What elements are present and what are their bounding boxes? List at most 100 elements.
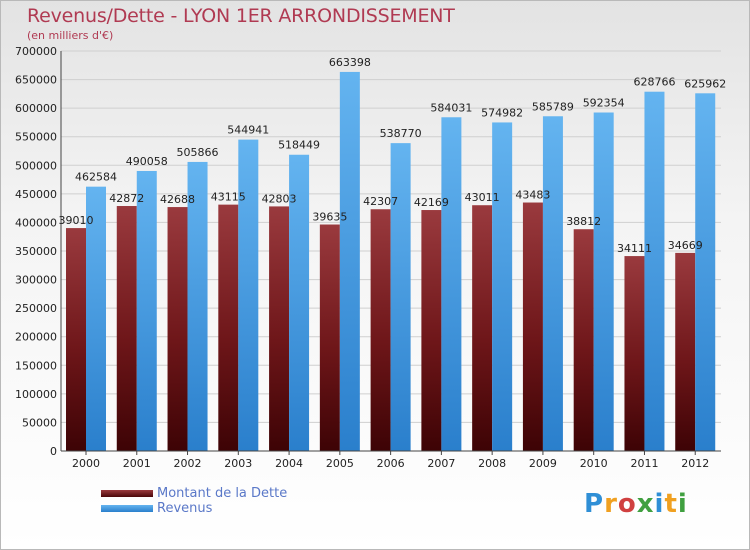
y-tick-label: 250000: [15, 302, 57, 315]
logo-letter: o: [617, 489, 637, 519]
bar-revenue-2003: [238, 139, 259, 451]
data-label-debt: 42872: [109, 192, 144, 205]
data-label-debt: 34111: [617, 242, 652, 255]
data-label-debt: 42803: [262, 192, 297, 205]
y-tick-label: 450000: [15, 188, 57, 201]
y-tick-label: 700000: [15, 45, 57, 58]
bar-debt-2001: [116, 206, 137, 451]
bar-debt-2008: [472, 205, 493, 451]
bar-debt-2010: [573, 229, 594, 451]
logo-letter: r: [604, 489, 618, 519]
y-tick-label: 100000: [15, 388, 57, 401]
logo-letter: P: [584, 489, 605, 519]
y-tick-label: 300000: [15, 274, 57, 287]
x-tick-label: 2006: [377, 457, 405, 470]
data-labels: 39010 462584 42872 490058 42688 505866 43115 54…: [59, 56, 727, 255]
logo-letter: i: [654, 489, 665, 519]
bar-debt-2009: [522, 202, 543, 451]
data-label-debt: 42169: [414, 196, 449, 209]
logo-letter: t: [664, 489, 678, 519]
y-tick-label: 600000: [15, 102, 57, 115]
data-label-debt: 42307: [363, 195, 398, 208]
x-tick-label: 2012: [681, 457, 709, 470]
bar-debt-2000: [66, 228, 86, 451]
data-label-debt: 39010: [59, 214, 94, 227]
y-tick-label: 0: [50, 445, 57, 458]
bar-revenue-2010: [593, 112, 614, 452]
bar-revenue-2012: [695, 93, 716, 451]
y-tick-label: 650000: [15, 74, 57, 87]
bar-debt-2006: [370, 209, 391, 451]
data-label-revenue: 505866: [177, 146, 219, 159]
bar-debt-2005: [319, 224, 340, 451]
data-label-debt: 43011: [465, 191, 500, 204]
data-label-debt: 43115: [211, 191, 246, 204]
x-tick-label: 2002: [174, 457, 202, 470]
x-tick-label: 2005: [326, 457, 354, 470]
x-tick-label: 2004: [275, 457, 303, 470]
bar-revenue-2006: [390, 143, 411, 452]
data-label-debt: 34669: [668, 239, 703, 252]
legend-label-debt: Montant de la Dette: [157, 486, 288, 501]
bar-debt-2003: [218, 204, 239, 451]
y-tick-label: 150000: [15, 359, 57, 372]
bar-revenue-2000: [86, 186, 106, 451]
x-tick-label: 2001: [123, 457, 151, 470]
bar-debt-2012: [675, 252, 696, 451]
data-label-revenue: 518449: [278, 139, 320, 152]
proxiti-logo: Proxiti: [584, 489, 688, 519]
data-label-debt: 43483: [515, 189, 550, 202]
bars: [66, 71, 716, 452]
legend-swatch-debt: [101, 490, 153, 497]
legend-label-revenue: Revenus: [157, 501, 213, 516]
x-tick-label: 2009: [529, 457, 557, 470]
legend-swatch-revenue: [101, 505, 153, 512]
y-tick-label: 500000: [15, 159, 57, 172]
data-label-revenue: 584031: [430, 101, 472, 114]
data-label-revenue: 544941: [227, 124, 269, 137]
x-tick-label: 2008: [478, 457, 506, 470]
y-tick-label: 200000: [15, 331, 57, 344]
bar-revenue-2001: [136, 170, 157, 451]
bar-revenue-2008: [492, 122, 513, 452]
data-label-revenue: 585789: [532, 100, 574, 113]
logo-letter: i: [677, 489, 688, 519]
x-axis: 2000 2001 2002 2003 2004 2005 2006 2007 2008 2009…: [61, 450, 721, 470]
y-tick-label: 550000: [15, 131, 57, 144]
bar-revenue-2005: [339, 71, 360, 451]
data-label-debt: 38812: [566, 215, 601, 228]
data-label-revenue: 490058: [126, 155, 168, 168]
chart-subtitle: (en milliers d'€): [27, 29, 114, 42]
bar-revenue-2009: [542, 116, 563, 451]
data-label-revenue: 592354: [583, 97, 625, 110]
data-label-debt: 39635: [312, 211, 347, 224]
data-label-revenue: 628766: [633, 76, 675, 89]
bar-debt-2004: [269, 206, 290, 451]
x-tick-label: 2010: [580, 457, 608, 470]
logo-letter: x: [636, 489, 655, 519]
data-label-revenue: 625962: [684, 77, 726, 90]
x-tick-label: 2000: [72, 457, 100, 470]
bar-revenue-2007: [441, 117, 462, 451]
bar-debt-2011: [624, 256, 645, 451]
bar-debt-2007: [421, 210, 442, 451]
data-label-debt: 42688: [160, 193, 195, 206]
bar-revenue-2011: [644, 91, 665, 451]
bar-revenue-2004: [289, 154, 310, 452]
data-label-revenue: 462584: [75, 171, 117, 184]
y-tick-label: 350000: [15, 245, 57, 258]
x-tick-label: 2007: [427, 457, 455, 470]
data-label-revenue: 663398: [329, 56, 371, 69]
chart-title: Revenus/Dette - LYON 1ER ARRONDISSEMENT: [27, 5, 455, 27]
data-label-revenue: 574982: [481, 106, 523, 119]
y-tick-label: 50000: [22, 416, 57, 429]
bar-debt-2002: [167, 207, 188, 451]
y-axis: 0 50000 100000 150000 200000 250000 300000 3500…: [15, 45, 62, 458]
x-tick-label: 2011: [630, 457, 658, 470]
bar-revenue-2002: [187, 161, 208, 451]
x-tick-label: 2003: [224, 457, 252, 470]
y-tick-label: 400000: [15, 216, 57, 229]
data-label-revenue: 538770: [380, 127, 422, 140]
